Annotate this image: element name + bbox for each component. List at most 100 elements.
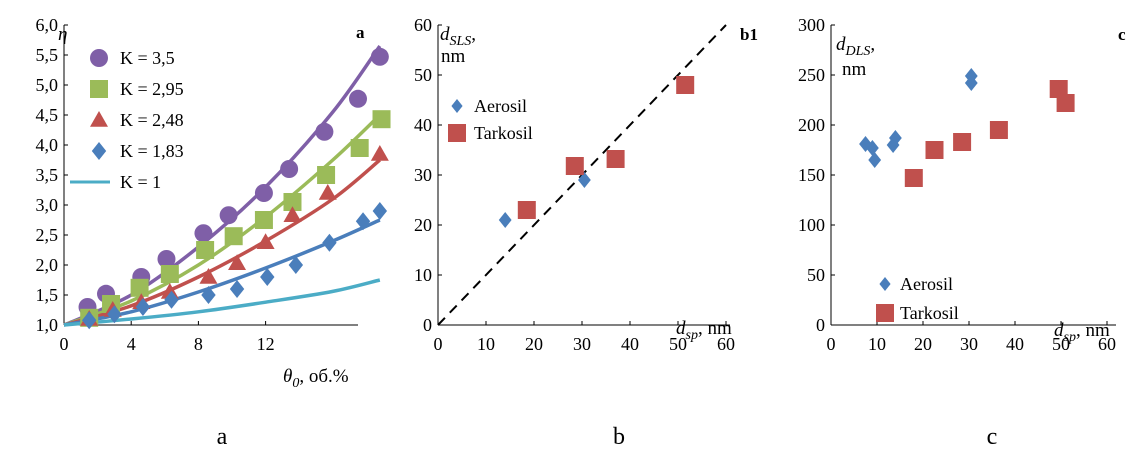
panel-b-y-label: dSLS,	[440, 24, 476, 49]
x-tick-label: 60	[1098, 334, 1116, 354]
series-1-point	[160, 265, 179, 283]
series-0-point	[254, 184, 273, 202]
y-tick-label: 1,5	[36, 285, 59, 305]
legend-diamond-swatch	[451, 99, 463, 113]
y-tick-label: 20	[414, 215, 432, 235]
panel-a-legend: K = 3,5 K = 2,95 K = 2,48 K = 1,83 K = 1	[70, 48, 184, 192]
series-1-point	[606, 150, 625, 168]
y-tick-label: 300	[798, 15, 825, 35]
series-2-point	[318, 184, 337, 200]
legend-diamond-swatch	[91, 142, 107, 160]
legend-circle-swatch	[90, 49, 108, 67]
panel-b-x-label: dsp, nm	[676, 318, 732, 343]
series-3-point	[372, 202, 388, 220]
series-2-point	[228, 254, 247, 270]
series-1-point	[317, 166, 336, 184]
panel-b-y-label-sub: SLS	[450, 34, 472, 49]
x-tick-label: 30	[960, 334, 978, 354]
panel-b-y-label-tail: ,	[471, 24, 476, 45]
legend-square-swatch	[876, 304, 894, 322]
series-3-point	[135, 298, 151, 316]
series-0-point	[578, 172, 591, 188]
series-0-point	[866, 140, 879, 156]
panel-a-y-label: η	[58, 24, 67, 45]
panel-b-y-label-symbol: d	[440, 24, 450, 45]
legend-label: K = 2,48	[120, 110, 184, 130]
panel-b-y-label-unit: nm	[441, 46, 466, 67]
series-3-point	[164, 290, 179, 309]
x-tick-label: 12	[257, 334, 275, 354]
y-tick-label: 50	[414, 65, 432, 85]
series-1-point	[372, 110, 391, 129]
series-0-point	[370, 47, 389, 66]
series-3-point	[322, 233, 337, 252]
series-0-point	[349, 89, 367, 108]
series-1-point	[1056, 94, 1075, 112]
x-tick-label: 40	[1006, 334, 1024, 354]
x-tick-label: 0	[60, 334, 69, 354]
legend-triangle-swatch	[90, 111, 108, 127]
series-0-point	[280, 160, 299, 178]
panel-c-y-label-tail: ,	[870, 34, 875, 55]
panel-c-letter: c	[1118, 25, 1126, 44]
y-tick-label: 3,5	[36, 165, 59, 185]
y-tick-label: 100	[798, 215, 825, 235]
series-1-point	[196, 241, 215, 259]
series-1-point	[254, 211, 273, 229]
series-3-point	[355, 212, 371, 231]
x-tick-label: 50	[1052, 334, 1070, 354]
series-2-point	[370, 145, 389, 161]
panel-c-y-label-sub: DLS	[845, 44, 871, 59]
series-3-point	[107, 305, 122, 324]
panel-a-x-label: θ0, об.%	[283, 366, 349, 391]
series-3-point	[201, 286, 216, 304]
series-2-point	[256, 233, 275, 249]
series-3-point	[260, 268, 275, 286]
series-1-point	[925, 141, 944, 159]
series-1-point	[904, 169, 923, 187]
y-tick-label: 250	[798, 65, 825, 85]
series-1-point	[350, 139, 369, 157]
panel-c-x-label-symbol: d	[1054, 320, 1064, 341]
series-3-point	[288, 256, 304, 274]
panel-c-y-label: dDLS,	[836, 34, 875, 59]
panel-a: 1,01,52,02,53,03,54,04,55,05,56,0 0 4 8 12 …	[36, 15, 391, 450]
y-tick-label: 4,0	[36, 135, 59, 155]
y-tick-label: 5,5	[36, 45, 59, 65]
panel-c-y-label-unit: nm	[842, 59, 867, 80]
x-tick-label: 40	[621, 334, 639, 354]
series-2-point	[283, 206, 302, 222]
x-tick-label: 0	[827, 334, 836, 354]
series-0-point	[868, 152, 882, 168]
panel-c-legend: Aerosil Tarkosil	[876, 274, 959, 323]
y-tick-label: 150	[798, 165, 825, 185]
x-tick-label: 50	[669, 334, 687, 354]
series-0-point	[964, 68, 978, 84]
series-0-point	[315, 122, 334, 141]
y-tick-label: 0	[423, 315, 432, 335]
y-tick-label: 30	[414, 165, 432, 185]
panel-c-x-label-unit: , nm	[1076, 320, 1110, 341]
panel-b-letter: b1	[740, 25, 758, 44]
panel-a-caption: a	[217, 424, 228, 450]
x-tick-label: 8	[194, 334, 203, 354]
y-tick-label: 2,5	[36, 225, 59, 245]
legend-label: Aerosil	[474, 96, 527, 116]
series-0-point	[219, 206, 238, 225]
panel-c-caption: c	[987, 424, 998, 450]
y-tick-label: 40	[414, 115, 432, 135]
series-1-point	[989, 121, 1008, 139]
x-tick-label: 10	[477, 334, 495, 354]
x-tick-label: 60	[717, 334, 735, 354]
legend-label: K = 1	[120, 172, 161, 192]
x-tick-label: 10	[868, 334, 886, 354]
legend-square-swatch	[90, 80, 108, 98]
y-tick-label: 10	[414, 265, 432, 285]
legend-label: K = 3,5	[120, 48, 175, 68]
panel-b-caption: b	[613, 424, 625, 450]
y-tick-label: 1,0	[36, 315, 59, 335]
x-tick-label: 4	[127, 334, 136, 354]
panel-b-x-label-unit: , nm	[698, 318, 732, 339]
